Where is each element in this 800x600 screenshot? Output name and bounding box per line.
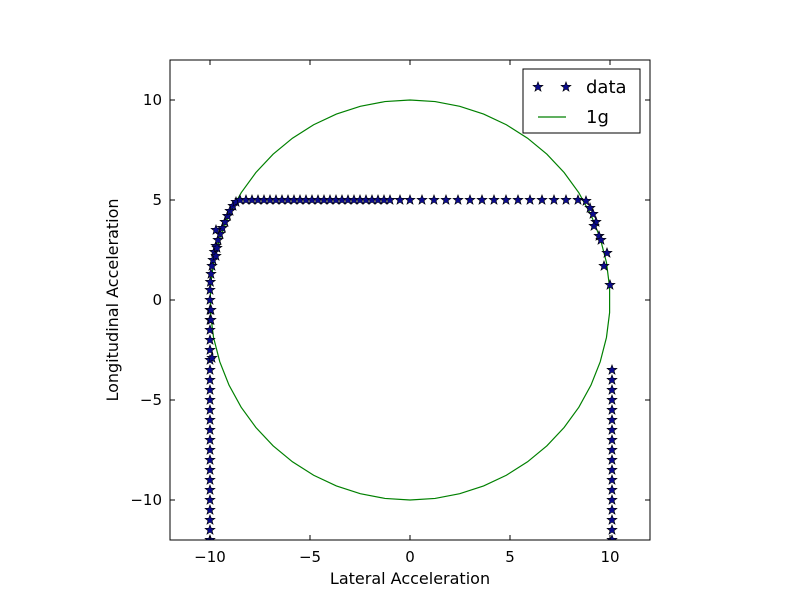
data-point (212, 233, 224, 245)
data-point (606, 503, 618, 515)
data-point (204, 383, 216, 395)
data-point (548, 193, 560, 205)
y-tick-label: 0 (152, 291, 162, 309)
legend-label-data: data (586, 77, 627, 98)
data-point (204, 413, 216, 425)
data-point (524, 193, 536, 205)
data-point (204, 443, 216, 455)
data-point (204, 453, 216, 465)
data-point (584, 201, 596, 213)
data-point (205, 313, 217, 325)
legend-label-1g: 1g (586, 107, 609, 128)
legend: data 1g (522, 68, 641, 134)
data-point (428, 193, 440, 205)
data-point (606, 423, 618, 435)
data-point (210, 249, 222, 261)
data-point (595, 233, 607, 245)
legend-frame (522, 68, 641, 134)
axis-ticks: −10 −5 0 5 10 −10 −5 0 5 10 (130, 60, 650, 566)
x-tick-label: 0 (405, 548, 415, 566)
data-point (204, 323, 216, 335)
data-point (606, 413, 618, 425)
data-point (204, 363, 216, 375)
data-point (488, 193, 500, 205)
data-point (204, 523, 216, 535)
data-point (210, 223, 222, 235)
data-point (606, 403, 618, 415)
data-point (606, 483, 618, 495)
data-point (205, 303, 217, 315)
data-point (606, 373, 618, 385)
data-point (204, 483, 216, 495)
data-point (606, 363, 618, 375)
data-point (206, 351, 218, 363)
data-point (572, 193, 584, 205)
y-tick-label: 10 (143, 91, 162, 109)
y-tick-label: −10 (130, 491, 162, 509)
x-tick-label: 5 (505, 548, 515, 566)
data-point (204, 333, 216, 345)
x-tick-label: −5 (299, 548, 321, 566)
data-point (606, 393, 618, 405)
data-point (606, 443, 618, 455)
legend-marker-data (532, 80, 572, 92)
data-point (204, 343, 216, 355)
data-point (204, 283, 216, 295)
data-point (587, 207, 599, 219)
data-point (394, 193, 406, 205)
data-point (204, 473, 216, 485)
data-point (452, 193, 464, 205)
data-point (560, 193, 572, 205)
data-point (606, 513, 618, 525)
data-point (606, 523, 618, 535)
data-point (384, 193, 396, 205)
data-point (204, 463, 216, 475)
data-point (204, 503, 216, 515)
data-point (204, 433, 216, 445)
y-tick-label: 5 (152, 191, 162, 209)
data-point (204, 403, 216, 415)
data-point (606, 473, 618, 485)
data-point (216, 221, 229, 233)
data-point (204, 293, 216, 305)
data-point (204, 393, 216, 405)
data-point (512, 193, 524, 205)
x-axis-label: Lateral Acceleration (330, 569, 490, 588)
data-point (476, 193, 488, 205)
data-point (604, 278, 616, 290)
data-point (204, 423, 216, 435)
plot-area (204, 99, 618, 540)
y-axis-label: Longitudinal Acceleration (103, 198, 122, 401)
legend-star-icon (532, 80, 544, 92)
data-point (204, 493, 216, 505)
data-point (404, 193, 416, 205)
data-point (606, 433, 618, 445)
data-point (606, 463, 618, 475)
data-point (211, 241, 223, 253)
data-point (580, 194, 592, 206)
data-point (204, 513, 216, 525)
data-point (536, 193, 548, 205)
x-tick-label: −10 (194, 548, 226, 566)
y-tick-label: −5 (140, 391, 162, 409)
data-point (464, 193, 476, 205)
data-point (606, 493, 618, 505)
data-point (588, 219, 600, 231)
legend-star-icon (560, 80, 572, 92)
data-point (416, 193, 428, 205)
data-point (204, 373, 216, 385)
data-point (205, 267, 217, 279)
data-point (500, 193, 512, 205)
x-tick-label: 10 (600, 548, 619, 566)
data-point (601, 246, 613, 258)
series-1g-line (209, 99, 611, 501)
data-point (598, 259, 610, 271)
data-point (606, 383, 618, 395)
data-point (606, 453, 618, 465)
data-point (219, 215, 231, 227)
data-point (204, 275, 217, 287)
data-point (440, 193, 452, 205)
